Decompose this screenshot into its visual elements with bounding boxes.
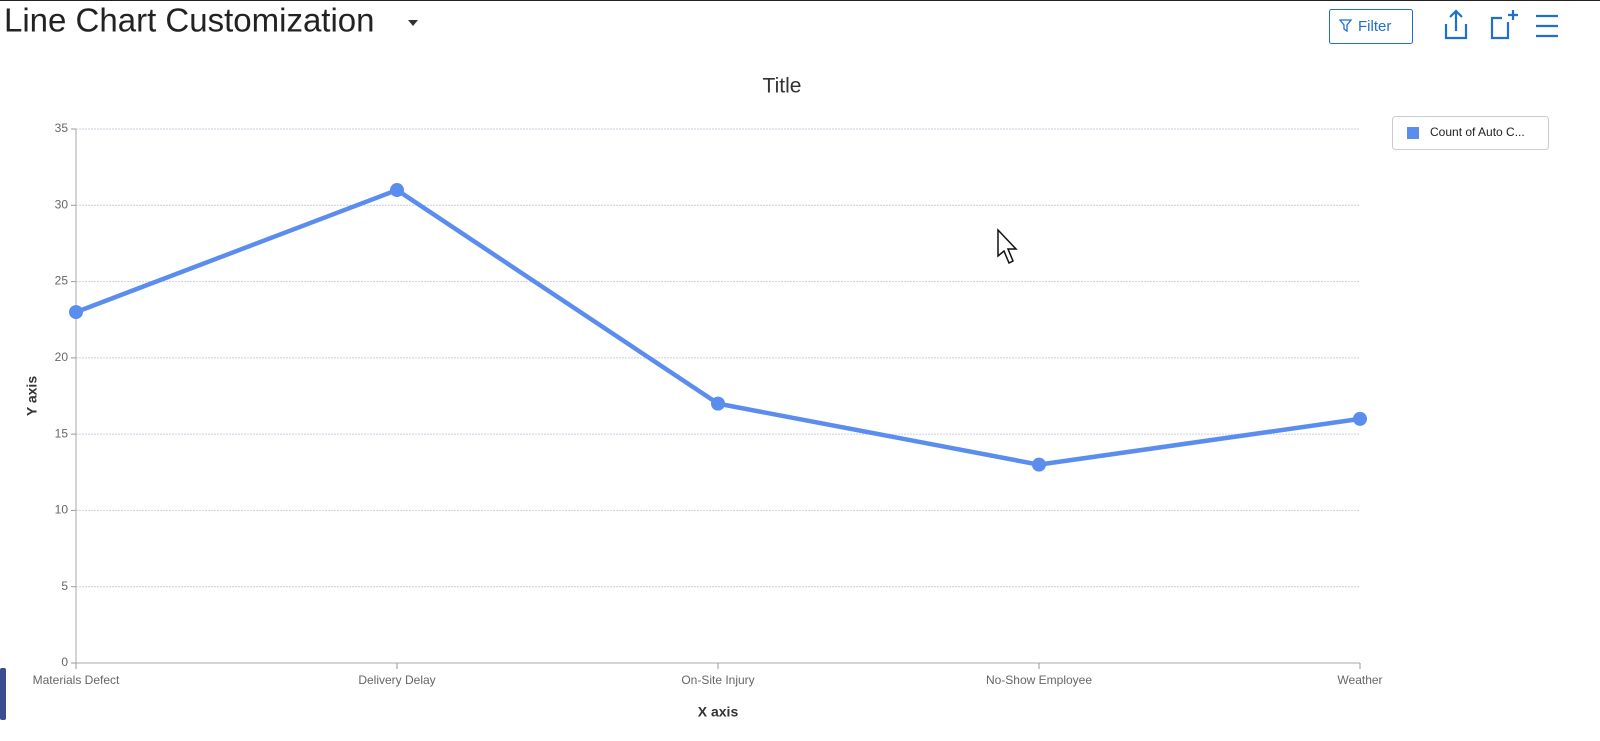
add-icon[interactable] (1490, 10, 1518, 40)
y-tick-label: 10 (55, 503, 69, 517)
data-point (1353, 411, 1367, 426)
side-tab[interactable] (0, 668, 6, 720)
y-axis-label: Y axis (24, 376, 40, 416)
y-tick-label: 20 (55, 350, 69, 364)
y-tick-label: 35 (55, 121, 69, 135)
share-icon[interactable] (1444, 9, 1468, 40)
legend-swatch (1407, 127, 1419, 139)
page-title[interactable]: Line Chart Customization (4, 2, 375, 39)
data-point (390, 183, 404, 198)
filter-button[interactable]: Filter (1329, 9, 1413, 44)
data-point (711, 396, 725, 411)
title-dropdown[interactable] (408, 20, 418, 26)
x-tick-label: On-Site Injury (681, 673, 754, 687)
legend-label: Count of Auto C... (1430, 125, 1525, 139)
legend-box (1392, 116, 1549, 150)
y-tick-label: 5 (61, 579, 68, 593)
filter-label[interactable]: Filter (1358, 18, 1391, 35)
legend: Count of Auto C... (1392, 116, 1549, 150)
x-tick-label: Weather (1337, 673, 1382, 687)
chart-title: Title (763, 75, 802, 98)
filter-button-box[interactable] (1329, 9, 1413, 44)
y-tick-label: 25 (55, 274, 69, 288)
data-point (69, 305, 83, 320)
data-point (1032, 457, 1046, 472)
x-axis-label: X axis (698, 704, 739, 720)
x-tick-label: Delivery Delay (358, 673, 435, 687)
toolbar-icons (1444, 9, 1558, 40)
x-tick-label: No-Show Employee (986, 673, 1092, 687)
x-tick-label: Materials Defect (33, 673, 120, 687)
menu-icon[interactable] (1536, 14, 1558, 38)
filter-icon (1338, 19, 1353, 33)
mouse-cursor (997, 228, 1018, 265)
y-tick-label: 30 (55, 197, 69, 211)
y-tick-label: 15 (55, 426, 69, 440)
series-line (75, 187, 1361, 467)
y-tick-label: 0 (61, 655, 68, 669)
